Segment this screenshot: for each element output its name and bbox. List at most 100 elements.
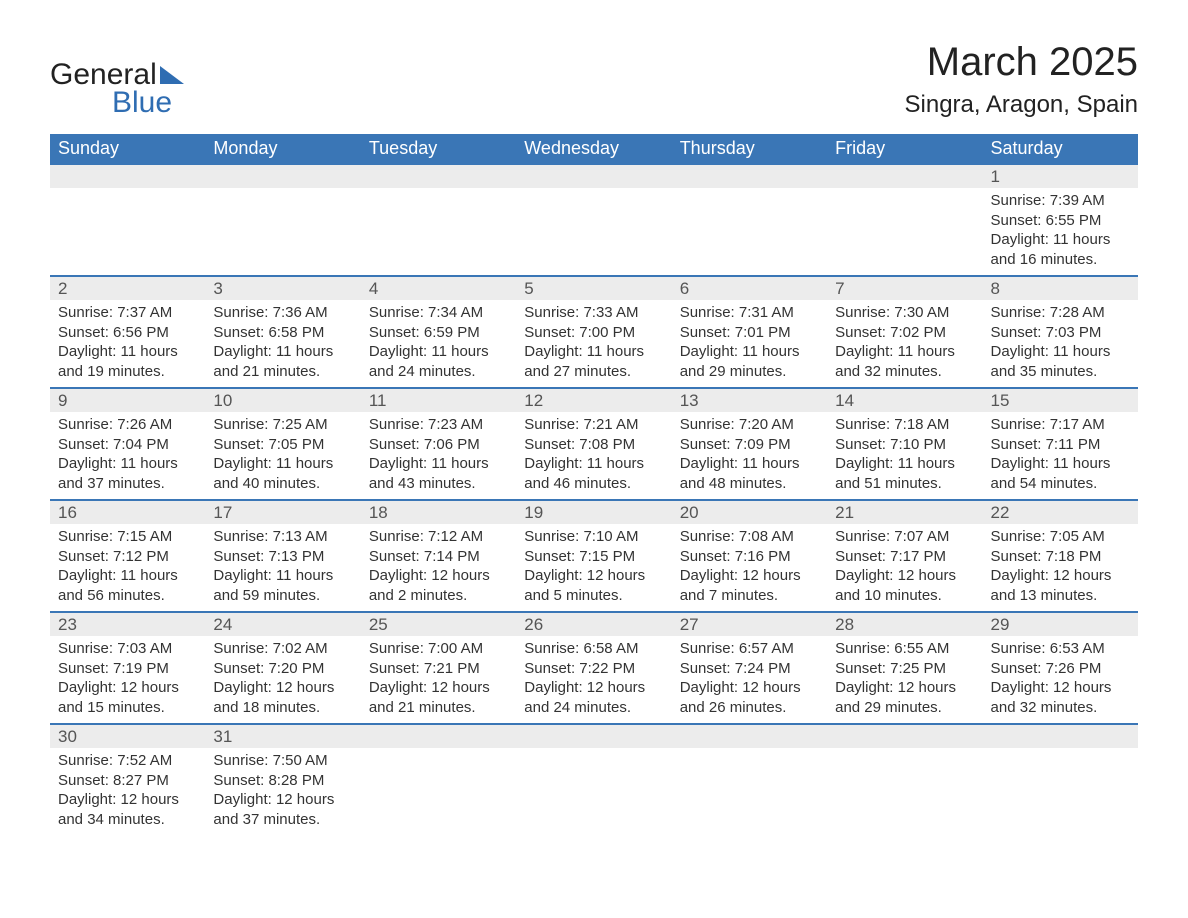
- daylight-line: Daylight: 11 hours and 27 minutes.: [524, 342, 663, 381]
- day-number-row: 16171819202122: [50, 500, 1138, 524]
- title-block: March 2025 Singra, Aragon, Spain: [905, 40, 1139, 119]
- daylight-line: Daylight: 12 hours and 29 minutes.: [835, 678, 974, 717]
- day-detail-cell: [361, 748, 516, 835]
- day-number-cell: [827, 724, 982, 748]
- day-number-cell: [983, 724, 1138, 748]
- sunrise-line: Sunrise: 6:55 AM: [835, 639, 974, 659]
- sunrise-line: Sunrise: 7:18 AM: [835, 415, 974, 435]
- day-detail-cell: Sunrise: 6:58 AMSunset: 7:22 PMDaylight:…: [516, 636, 671, 724]
- day-detail-cell: [672, 748, 827, 835]
- day-detail-cell: Sunrise: 7:33 AMSunset: 7:00 PMDaylight:…: [516, 300, 671, 388]
- day-detail-cell: Sunrise: 7:02 AMSunset: 7:20 PMDaylight:…: [205, 636, 360, 724]
- day-detail-cell: [516, 748, 671, 835]
- daylight-line: Daylight: 12 hours and 2 minutes.: [369, 566, 508, 605]
- sunset-line: Sunset: 7:03 PM: [991, 323, 1130, 343]
- day-number-cell: 30: [50, 724, 205, 748]
- daylight-line: Daylight: 11 hours and 37 minutes.: [58, 454, 197, 493]
- day-detail-cell: Sunrise: 7:13 AMSunset: 7:13 PMDaylight:…: [205, 524, 360, 612]
- location-subtitle: Singra, Aragon, Spain: [905, 91, 1139, 119]
- day-detail-cell: [672, 188, 827, 276]
- sunset-line: Sunset: 7:02 PM: [835, 323, 974, 343]
- day-number-cell: 19: [516, 500, 671, 524]
- weekday-header: Saturday: [983, 134, 1138, 164]
- sunset-line: Sunset: 7:25 PM: [835, 659, 974, 679]
- day-number-cell: 15: [983, 388, 1138, 412]
- sunrise-line: Sunrise: 7:00 AM: [369, 639, 508, 659]
- daylight-line: Daylight: 11 hours and 29 minutes.: [680, 342, 819, 381]
- daylight-line: Daylight: 12 hours and 32 minutes.: [991, 678, 1130, 717]
- day-number-cell: 22: [983, 500, 1138, 524]
- day-detail-cell: Sunrise: 7:00 AMSunset: 7:21 PMDaylight:…: [361, 636, 516, 724]
- day-number-row: 9101112131415: [50, 388, 1138, 412]
- day-number-cell: 1: [983, 164, 1138, 188]
- day-number-cell: [516, 724, 671, 748]
- day-number-cell: [516, 164, 671, 188]
- sunrise-line: Sunrise: 7:33 AM: [524, 303, 663, 323]
- sunset-line: Sunset: 7:09 PM: [680, 435, 819, 455]
- sunrise-line: Sunrise: 7:10 AM: [524, 527, 663, 547]
- brand-word-2: Blue: [112, 86, 184, 120]
- sunrise-line: Sunrise: 7:21 AM: [524, 415, 663, 435]
- sunset-line: Sunset: 7:04 PM: [58, 435, 197, 455]
- daylight-line: Daylight: 11 hours and 51 minutes.: [835, 454, 974, 493]
- sunrise-line: Sunrise: 7:15 AM: [58, 527, 197, 547]
- daylight-line: Daylight: 12 hours and 21 minutes.: [369, 678, 508, 717]
- sunset-line: Sunset: 7:26 PM: [991, 659, 1130, 679]
- day-number-row: 1: [50, 164, 1138, 188]
- sunset-line: Sunset: 8:27 PM: [58, 771, 197, 791]
- day-number-cell: 2: [50, 276, 205, 300]
- weekday-header: Monday: [205, 134, 360, 164]
- day-detail-cell: Sunrise: 7:10 AMSunset: 7:15 PMDaylight:…: [516, 524, 671, 612]
- day-number-cell: 25: [361, 612, 516, 636]
- weekday-header: Tuesday: [361, 134, 516, 164]
- day-detail-cell: Sunrise: 7:39 AMSunset: 6:55 PMDaylight:…: [983, 188, 1138, 276]
- weekday-header: Wednesday: [516, 134, 671, 164]
- sunrise-line: Sunrise: 7:03 AM: [58, 639, 197, 659]
- day-number-cell: 9: [50, 388, 205, 412]
- sunrise-line: Sunrise: 7:26 AM: [58, 415, 197, 435]
- sunset-line: Sunset: 7:22 PM: [524, 659, 663, 679]
- day-detail-cell: Sunrise: 7:23 AMSunset: 7:06 PMDaylight:…: [361, 412, 516, 500]
- month-title: March 2025: [905, 40, 1139, 85]
- sunset-line: Sunset: 7:14 PM: [369, 547, 508, 567]
- day-detail-cell: Sunrise: 7:31 AMSunset: 7:01 PMDaylight:…: [672, 300, 827, 388]
- day-detail-cell: Sunrise: 7:50 AMSunset: 8:28 PMDaylight:…: [205, 748, 360, 835]
- sunset-line: Sunset: 6:55 PM: [991, 211, 1130, 231]
- sunrise-line: Sunrise: 7:34 AM: [369, 303, 508, 323]
- day-number-cell: [205, 164, 360, 188]
- day-detail-cell: [205, 188, 360, 276]
- day-detail-row: Sunrise: 7:39 AMSunset: 6:55 PMDaylight:…: [50, 188, 1138, 276]
- day-detail-cell: Sunrise: 7:15 AMSunset: 7:12 PMDaylight:…: [50, 524, 205, 612]
- daylight-line: Daylight: 12 hours and 34 minutes.: [58, 790, 197, 829]
- sunset-line: Sunset: 6:58 PM: [213, 323, 352, 343]
- sunrise-line: Sunrise: 7:13 AM: [213, 527, 352, 547]
- sunset-line: Sunset: 7:19 PM: [58, 659, 197, 679]
- day-detail-cell: Sunrise: 7:52 AMSunset: 8:27 PMDaylight:…: [50, 748, 205, 835]
- daylight-line: Daylight: 12 hours and 13 minutes.: [991, 566, 1130, 605]
- sunset-line: Sunset: 7:06 PM: [369, 435, 508, 455]
- daylight-line: Daylight: 11 hours and 35 minutes.: [991, 342, 1130, 381]
- daylight-line: Daylight: 11 hours and 46 minutes.: [524, 454, 663, 493]
- brand-logo: General Blue: [50, 58, 184, 120]
- day-number-cell: 11: [361, 388, 516, 412]
- sunset-line: Sunset: 7:20 PM: [213, 659, 352, 679]
- weekday-header-row: Sunday Monday Tuesday Wednesday Thursday…: [50, 134, 1138, 164]
- day-number-cell: 31: [205, 724, 360, 748]
- day-number-cell: 27: [672, 612, 827, 636]
- day-detail-cell: [516, 188, 671, 276]
- daylight-line: Daylight: 11 hours and 16 minutes.: [991, 230, 1130, 269]
- daylight-line: Daylight: 12 hours and 10 minutes.: [835, 566, 974, 605]
- day-number-cell: 4: [361, 276, 516, 300]
- day-number-cell: 12: [516, 388, 671, 412]
- day-number-cell: 28: [827, 612, 982, 636]
- daylight-line: Daylight: 11 hours and 19 minutes.: [58, 342, 197, 381]
- day-number-row: 23242526272829: [50, 612, 1138, 636]
- brand-triangle-icon: [160, 66, 184, 84]
- day-detail-cell: Sunrise: 7:36 AMSunset: 6:58 PMDaylight:…: [205, 300, 360, 388]
- day-number-cell: 20: [672, 500, 827, 524]
- day-detail-cell: Sunrise: 7:18 AMSunset: 7:10 PMDaylight:…: [827, 412, 982, 500]
- day-detail-cell: [361, 188, 516, 276]
- daylight-line: Daylight: 11 hours and 56 minutes.: [58, 566, 197, 605]
- day-number-cell: 29: [983, 612, 1138, 636]
- day-detail-cell: Sunrise: 7:05 AMSunset: 7:18 PMDaylight:…: [983, 524, 1138, 612]
